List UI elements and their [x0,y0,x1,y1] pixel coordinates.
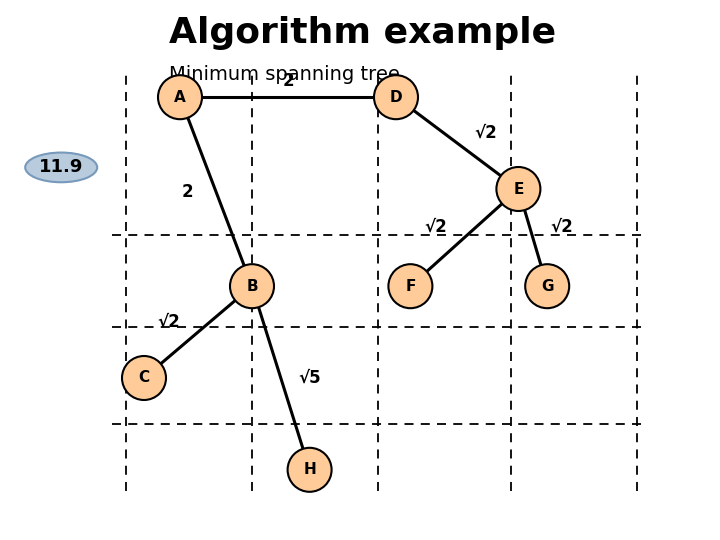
Ellipse shape [525,264,570,308]
Text: A: A [174,90,186,105]
Ellipse shape [25,152,97,183]
Text: √5: √5 [298,369,321,387]
Text: 2: 2 [181,183,193,201]
Text: √2: √2 [424,218,447,236]
Text: F: F [405,279,415,294]
Text: B: B [246,279,258,294]
Text: Minimum spanning tree: Minimum spanning tree [169,65,400,84]
Text: G: G [541,279,554,294]
Ellipse shape [496,167,541,211]
Text: √2: √2 [158,312,181,330]
Text: Algorithm example: Algorithm example [169,16,557,50]
Text: C: C [138,370,150,386]
Text: 2: 2 [282,72,294,90]
Ellipse shape [230,264,274,308]
Ellipse shape [158,75,202,119]
Text: D: D [390,90,402,105]
Text: 11.9: 11.9 [39,158,84,177]
Text: E: E [513,181,523,197]
Text: √2: √2 [550,218,573,236]
Text: √2: √2 [474,123,498,141]
Ellipse shape [122,356,166,400]
Ellipse shape [388,264,433,308]
Text: H: H [303,462,316,477]
Ellipse shape [374,75,418,119]
Ellipse shape [287,448,332,492]
